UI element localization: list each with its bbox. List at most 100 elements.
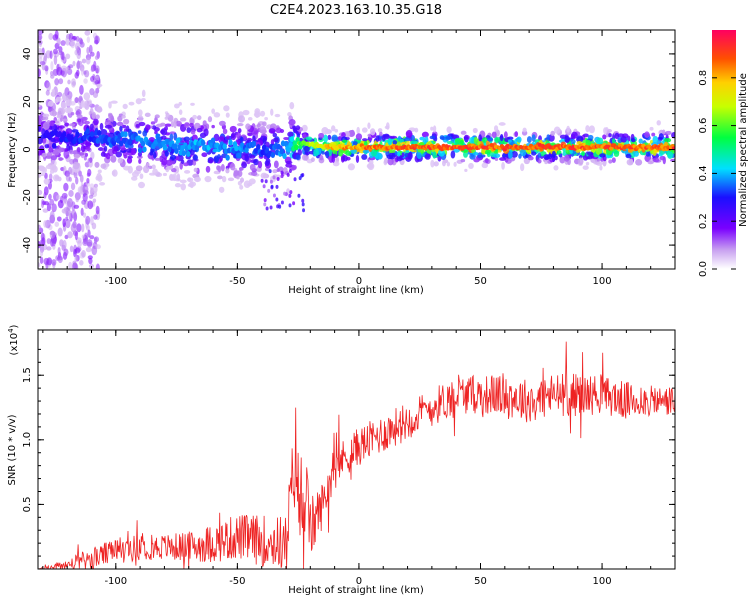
heatmap-cell (164, 150, 169, 157)
heatmap-cell (265, 206, 269, 211)
heatmap-cell (146, 162, 150, 166)
heatmap-cell (64, 122, 70, 127)
heatmap-cell (81, 249, 86, 258)
heatmap-cell (626, 159, 634, 166)
heatmap-cell (551, 150, 556, 158)
snr-series-line (38, 341, 675, 569)
y-tick-label: -20 (22, 189, 33, 205)
heatmap-cell (259, 126, 267, 134)
heatmap-cell (576, 135, 584, 143)
heatmap-cell (72, 161, 80, 170)
heatmap-cell (50, 137, 56, 143)
heatmap-cell (292, 201, 296, 206)
heatmap-cell (83, 70, 87, 75)
heatmap-cell (50, 155, 57, 161)
heatmap-cell (167, 145, 172, 152)
heatmap-cell (487, 153, 491, 157)
heatmap-cell (164, 126, 168, 131)
heatmap-cell (88, 44, 93, 54)
heatmap-cell (275, 174, 282, 180)
heatmap-cell (355, 155, 360, 163)
heatmap-cell (276, 176, 280, 181)
heatmap-cell (231, 133, 235, 138)
heatmap-cell (183, 162, 189, 167)
heatmap-cell (582, 165, 589, 170)
heatmap-cell (235, 139, 241, 145)
heatmap-cell (278, 204, 282, 209)
heatmap-cell (236, 175, 240, 180)
heatmap-cell (608, 159, 613, 164)
heatmap-cell (46, 238, 51, 245)
heatmap-cell (73, 204, 80, 209)
heatmap-cell (76, 146, 81, 153)
heatmap-cell (175, 137, 181, 144)
heatmap-cell (192, 154, 198, 161)
heatmap-cell (76, 61, 81, 69)
y-tick-label: 0.5 (22, 496, 33, 512)
heatmap-cell (361, 138, 368, 142)
heatmap-cell (103, 145, 108, 152)
heatmap-cell (261, 144, 267, 151)
heatmap-cell (68, 209, 72, 220)
heatmap-cell (251, 140, 257, 147)
heatmap-cell (123, 118, 130, 125)
heatmap-cell (173, 120, 177, 129)
heatmap-cell (218, 186, 225, 193)
heatmap-cell (178, 109, 183, 115)
heatmap-cell (95, 263, 100, 269)
heatmap-cell (270, 184, 274, 189)
x-tick-label: -50 (229, 576, 245, 587)
heatmap-cell (324, 129, 332, 134)
heatmap-cell (254, 108, 261, 116)
heatmap-cell (582, 133, 589, 138)
heatmap-cell (253, 158, 259, 166)
heatmap-cell (60, 101, 67, 109)
heatmap-cell (156, 136, 162, 143)
heatmap-cell (86, 239, 93, 248)
heatmap-cell (51, 203, 57, 213)
heatmap-cell (242, 109, 250, 116)
spectrogram-panel: -100 -50 0 50 100 -40 -20 0 20 40 Height of strai… (7, 29, 676, 296)
heatmap-cell (210, 137, 216, 144)
heatmap-cell (225, 168, 230, 174)
heatmap-cell (405, 149, 410, 153)
heatmap-cell (43, 178, 50, 185)
heatmap-cell (56, 114, 62, 119)
heatmap-cell (503, 131, 508, 139)
heatmap-cell (238, 166, 244, 171)
heatmap-cell (136, 155, 143, 159)
heatmap-cell (135, 123, 140, 128)
heatmap-cell (141, 97, 146, 102)
heatmap-cell (245, 123, 251, 130)
snr-axes: -100 -50 0 50 100 0.5 1.0 1.5 (22, 330, 676, 587)
heatmap-cell (429, 135, 436, 140)
colorbar-gradient (712, 30, 736, 269)
heatmap-cell (432, 151, 437, 159)
heatmap-cell (56, 37, 61, 46)
heatmap-cell (62, 218, 66, 228)
heatmap-cell (262, 184, 266, 189)
heatmap-cell (50, 163, 57, 171)
heatmap-cell (269, 205, 273, 210)
heatmap-cell (279, 128, 285, 134)
heatmap-cell (286, 146, 292, 153)
heatmap-cell (97, 130, 102, 137)
heatmap-cell (83, 92, 91, 101)
heatmap-cell (599, 165, 603, 171)
heatmap-cell (151, 164, 156, 170)
heatmap-cell (651, 132, 656, 137)
heatmap-cell (172, 143, 178, 150)
heatmap-cell (287, 131, 294, 137)
heatmap-cell (327, 134, 332, 141)
heatmap-cell (170, 121, 174, 128)
heatmap-cell (122, 124, 127, 129)
heatmap-cell (283, 136, 290, 141)
heatmap-cell (263, 202, 267, 207)
heatmap-cell (68, 190, 74, 197)
heatmap-cell (77, 240, 82, 248)
heatmap-cell (86, 36, 91, 43)
y-tick-label: 0 (22, 146, 33, 152)
heatmap-cell (89, 157, 93, 163)
heatmap-cell (47, 151, 53, 158)
heatmap-cell (472, 152, 479, 156)
